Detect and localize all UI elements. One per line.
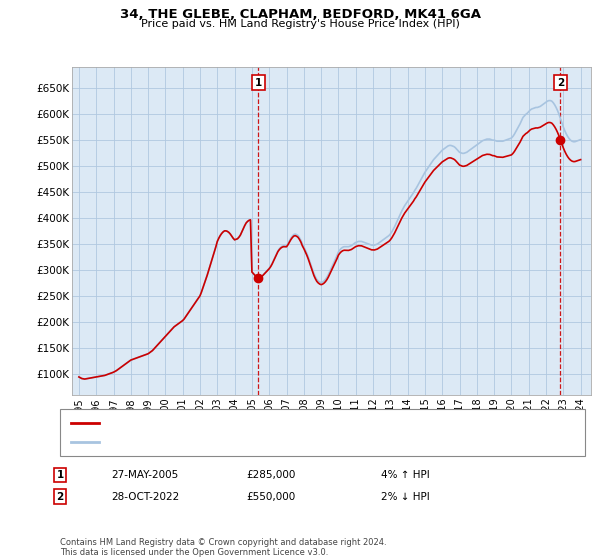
Text: Price paid vs. HM Land Registry's House Price Index (HPI): Price paid vs. HM Land Registry's House … [140,19,460,29]
Text: 2: 2 [56,492,64,502]
Text: 34, THE GLEBE, CLAPHAM, BEDFORD, MK41 6GA (detached house): 34, THE GLEBE, CLAPHAM, BEDFORD, MK41 6G… [105,418,439,428]
Text: 27-MAY-2005: 27-MAY-2005 [111,470,178,480]
Text: 34, THE GLEBE, CLAPHAM, BEDFORD, MK41 6GA: 34, THE GLEBE, CLAPHAM, BEDFORD, MK41 6G… [119,8,481,21]
Text: 4% ↑ HPI: 4% ↑ HPI [381,470,430,480]
Text: 28-OCT-2022: 28-OCT-2022 [111,492,179,502]
Text: 2: 2 [557,78,564,88]
Text: HPI: Average price, detached house, Bedford: HPI: Average price, detached house, Bedf… [105,437,329,447]
Text: 1: 1 [255,78,262,88]
Text: Contains HM Land Registry data © Crown copyright and database right 2024.
This d: Contains HM Land Registry data © Crown c… [60,538,386,557]
Text: £550,000: £550,000 [246,492,295,502]
Text: 1: 1 [56,470,64,480]
Text: 2% ↓ HPI: 2% ↓ HPI [381,492,430,502]
Text: £285,000: £285,000 [246,470,295,480]
